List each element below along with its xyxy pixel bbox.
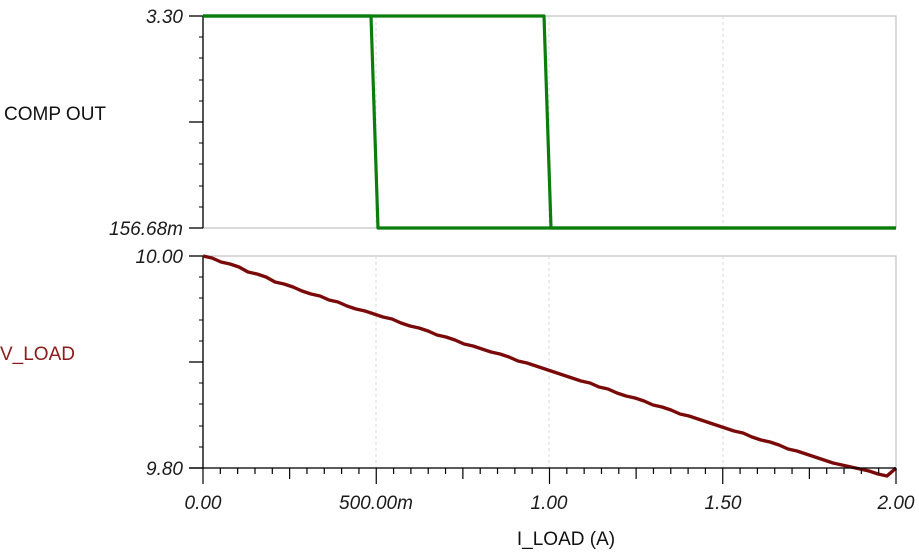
v-load-trace [202, 254, 898, 478]
x-tick-label: 500.00m [339, 493, 413, 514]
comp-out-trace-2 [203, 14, 896, 230]
bottom-y-max-label: 10.00 [135, 247, 183, 268]
bottom-panel: 10.00 9.80 V_LOAD [0, 247, 898, 480]
top-y-min-label: 156.68m [109, 219, 183, 240]
bottom-y-min-label: 9.80 [146, 459, 183, 480]
top-panel: 3.30 156.68m COMP OUT [4, 7, 897, 240]
x-tick-label: 1.00 [531, 493, 568, 514]
x-axis-title: I_LOAD (A) [517, 529, 615, 550]
x-axis: 0.00 500.00m 1.00 1.50 2.00 I_LOAD (A) [185, 467, 915, 550]
x-tick-label: 2.00 [877, 493, 915, 514]
top-y-max-label: 3.30 [146, 7, 183, 28]
v-load-axis-title: V_LOAD [0, 344, 75, 365]
x-tick-label: 0.00 [185, 493, 222, 514]
comp-out-axis-title: COMP OUT [4, 104, 106, 125]
x-tick-label: 1.50 [705, 493, 742, 514]
